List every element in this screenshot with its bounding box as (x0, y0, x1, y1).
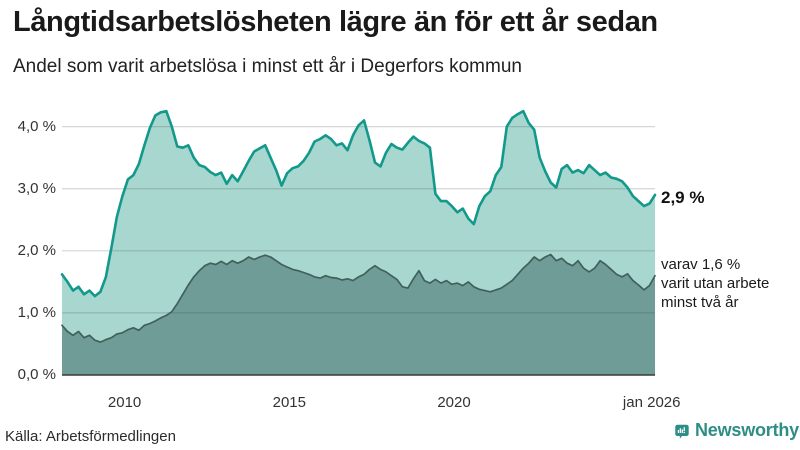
annotation-line-2: varit utan arbete (661, 275, 770, 292)
x-axis-label: 2020 (437, 394, 471, 411)
area-minst-ett-ar (62, 111, 655, 375)
area-minst-tva-ar (62, 254, 655, 375)
chart-title: Långtidsarbetslösheten lägre än för ett … (13, 6, 658, 38)
y-axis-label: 1,0 % (17, 303, 56, 321)
x-axis-label: 2010 (107, 394, 142, 411)
line-minst-tva-ar (61, 253, 656, 343)
y-axis-label: 2,0 % (17, 241, 56, 259)
latest-value-label: 2,9 % (661, 188, 705, 207)
newsworthy-logo-text: Newsworthy (694, 420, 799, 440)
y-axis-label: 4,0 % (17, 117, 56, 135)
y-axis-label: 3,0 % (17, 179, 56, 197)
x-axis-label: jan 2026 (622, 394, 681, 411)
newsworthy-logo-icon (675, 424, 689, 439)
secondary-series-annotation: varav 1,6 % varit utan arbete minst två … (661, 255, 799, 312)
source-credit: Källa: Arbetsförmedlingen (5, 428, 176, 445)
newsworthy-logo: Newsworthy (675, 418, 799, 448)
y-axis-label: 0,0 % (17, 366, 56, 383)
chart-subtitle: Andel som varit arbetslösa i minst ett å… (13, 56, 522, 77)
annotation-line-1: varav 1,6 % (661, 256, 741, 273)
line-minst-ett-ar (60, 109, 657, 298)
annotation-line-3: minst två år (661, 294, 739, 311)
x-axis-label: 2015 (272, 394, 306, 411)
